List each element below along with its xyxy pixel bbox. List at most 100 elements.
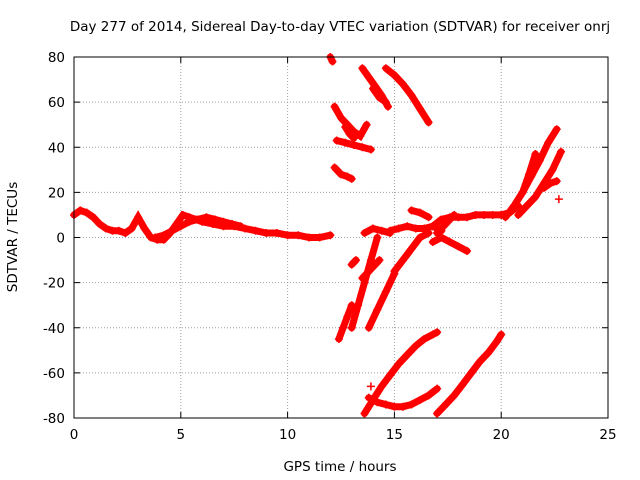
- data-point: [522, 201, 531, 210]
- data-point: [398, 80, 407, 89]
- data-point: [262, 228, 271, 237]
- data-point: [390, 402, 399, 411]
- data-point: [539, 183, 548, 192]
- data-point: [76, 206, 85, 215]
- data-point: [134, 213, 143, 222]
- y-tick-label: 0: [56, 231, 65, 247]
- data-point: [433, 384, 442, 393]
- data-point: [358, 64, 367, 73]
- data-point: [407, 206, 416, 215]
- data-point: [484, 348, 493, 357]
- data-series-5-trace: [382, 64, 433, 126]
- data-point: [450, 210, 459, 219]
- data-point: [228, 219, 237, 228]
- data-point: [354, 301, 363, 310]
- data-point: [328, 57, 337, 66]
- data-point: [544, 138, 553, 147]
- data-point: [433, 228, 442, 237]
- data-point: [428, 330, 437, 339]
- data-point: [424, 118, 433, 127]
- data-point: [341, 138, 350, 147]
- data-point: [343, 312, 352, 321]
- data-point: [514, 210, 523, 219]
- data-point: [437, 233, 446, 242]
- data-point: [373, 305, 382, 314]
- data-point: [416, 104, 425, 113]
- data-point: [102, 224, 111, 233]
- data-point: [251, 226, 260, 235]
- data-point: [127, 224, 136, 233]
- data-point: [510, 201, 519, 210]
- data-point: [219, 217, 228, 226]
- data-point: [407, 91, 416, 100]
- data-point: [151, 233, 160, 242]
- data-point: [364, 323, 373, 332]
- data-series-16-trace: [361, 224, 394, 237]
- data-point: [140, 224, 149, 233]
- data-point: [176, 222, 185, 231]
- data-point: [360, 409, 369, 418]
- data-point: [424, 213, 433, 222]
- data-series: [70, 53, 566, 418]
- data-point: [193, 215, 202, 224]
- data-point: [386, 226, 395, 235]
- data-point: [433, 328, 442, 337]
- data-series-9-trace: [331, 164, 356, 183]
- data-point: [381, 64, 390, 73]
- data-point: [381, 400, 390, 409]
- data-point: [386, 371, 395, 380]
- data-point: [463, 247, 472, 256]
- data-point: [364, 73, 373, 82]
- data-point: [390, 71, 399, 80]
- y-tick-label: -40: [43, 321, 65, 337]
- data-point: [356, 131, 365, 140]
- data-point: [458, 380, 467, 389]
- data-point: [373, 398, 382, 407]
- data-point: [381, 287, 390, 296]
- data-point: [349, 140, 358, 149]
- data-point: [366, 382, 375, 391]
- y-tick-label: -80: [43, 411, 65, 427]
- data-point: [398, 402, 407, 411]
- data-point: [375, 256, 384, 265]
- data-point: [441, 219, 450, 228]
- data-point: [339, 323, 348, 332]
- data-point: [546, 179, 555, 188]
- y-axis-label: SDTVAR / TECUs: [5, 182, 21, 292]
- data-point: [349, 134, 358, 143]
- data-series-30-trace: [433, 331, 505, 417]
- x-tick-label: 20: [493, 427, 510, 443]
- data-point: [337, 113, 345, 122]
- y-tick-label: 60: [48, 95, 65, 111]
- data-point: [168, 226, 177, 235]
- x-tick-label: 0: [70, 427, 79, 443]
- data-point: [304, 233, 313, 242]
- data-point: [454, 242, 463, 251]
- x-tick-label: 15: [386, 427, 403, 443]
- data-point: [347, 174, 356, 183]
- data-point: [524, 170, 533, 179]
- data-point: [377, 226, 386, 235]
- data-point: [326, 231, 335, 240]
- data-point: [82, 208, 91, 217]
- data-point: [441, 400, 450, 409]
- y-tick-label: 40: [48, 140, 65, 156]
- data-point: [463, 213, 472, 222]
- data-point: [407, 244, 416, 253]
- data-point: [531, 150, 540, 159]
- data-point: [445, 238, 454, 247]
- data-point: [416, 233, 425, 242]
- data-point: [394, 359, 403, 368]
- data-point: [557, 147, 566, 156]
- y-tick-label: 80: [48, 50, 65, 66]
- data-point: [428, 222, 437, 231]
- data-point: [377, 382, 386, 391]
- chart-title: Day 277 of 2014, Sidereal Day-to-day VTE…: [70, 19, 610, 35]
- data-point: [159, 231, 168, 240]
- data-point: [518, 188, 527, 197]
- data-point: [272, 228, 281, 237]
- data-point: [488, 210, 497, 219]
- data-point: [330, 163, 339, 172]
- data-point: [369, 224, 378, 233]
